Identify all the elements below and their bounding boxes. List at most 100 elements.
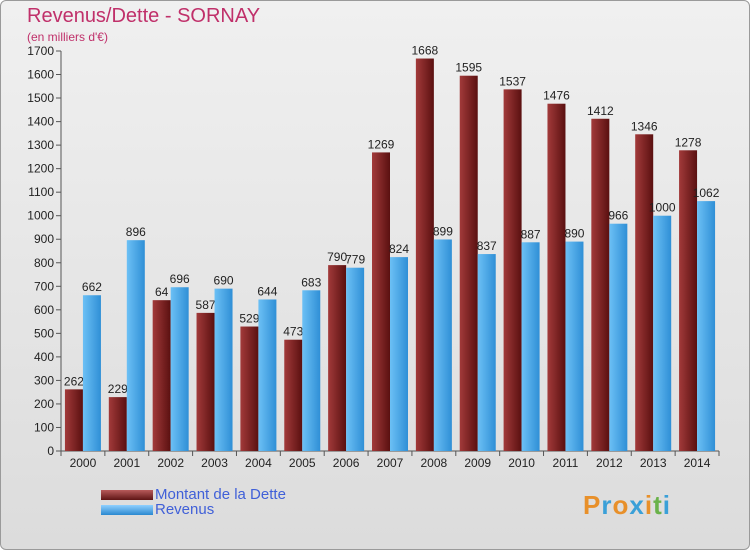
- bar-revenus: [170, 287, 189, 451]
- bar-dette: [547, 103, 566, 452]
- data-label: 1412: [587, 104, 614, 118]
- data-label: 1346: [631, 119, 658, 133]
- data-label: 824: [389, 242, 409, 256]
- x-tick-label: 2003: [201, 456, 228, 470]
- legend-swatch-revenus: [101, 505, 153, 515]
- y-tick-label: 300: [34, 373, 54, 387]
- data-label: 644: [257, 284, 277, 298]
- y-tick-label: 1300: [27, 138, 54, 152]
- data-label: 779: [345, 253, 365, 267]
- y-tick-label: 1400: [27, 115, 54, 129]
- chart-subtitle: (en milliers d'€): [27, 30, 108, 44]
- bar-dette: [679, 150, 698, 451]
- bar-revenus: [653, 215, 672, 451]
- x-tick-label: 2005: [289, 456, 316, 470]
- data-label: 1000: [649, 201, 676, 215]
- bar-revenus: [697, 201, 716, 451]
- bar-dette: [152, 300, 171, 451]
- bar-revenus: [521, 242, 540, 451]
- y-tick-label: 900: [34, 232, 54, 246]
- data-label: 683: [301, 275, 321, 289]
- logo-letter: x: [629, 490, 645, 520]
- data-label: 1595: [455, 61, 482, 75]
- logo-letter: r: [601, 490, 613, 520]
- bar-revenus: [565, 241, 584, 451]
- x-tick-label: 2014: [684, 456, 711, 470]
- y-tick-label: 1000: [27, 209, 54, 223]
- x-tick-label: 2000: [70, 456, 97, 470]
- data-label: 690: [214, 274, 234, 288]
- data-label: 262: [64, 374, 84, 388]
- data-label: 966: [608, 209, 628, 223]
- data-label: 1476: [543, 89, 570, 103]
- y-tick-label: 1100: [28, 185, 54, 199]
- y-tick-label: 1700: [27, 44, 54, 58]
- x-tick-label: 2007: [377, 456, 404, 470]
- data-label: 790: [327, 250, 347, 264]
- bar-revenus: [346, 267, 365, 451]
- bar-dette: [415, 58, 434, 451]
- x-tick-label: 2009: [464, 456, 491, 470]
- y-tick-label: 600: [34, 303, 54, 317]
- logo-letter: o: [612, 490, 630, 520]
- y-tick-label: 1200: [27, 162, 54, 176]
- data-label: 1537: [499, 74, 526, 88]
- data-label: 662: [82, 280, 102, 294]
- x-tick-label: 2008: [421, 456, 448, 470]
- x-tick-label: 2001: [113, 456, 140, 470]
- logo-letter: i: [644, 490, 654, 520]
- x-tick-label: 2011: [553, 456, 579, 470]
- y-tick-label: 800: [34, 256, 54, 270]
- bar-revenus: [302, 290, 321, 451]
- x-tick-label: 2006: [333, 456, 360, 470]
- data-label: 837: [477, 239, 497, 253]
- data-label: 64: [155, 285, 169, 299]
- bar-dette: [64, 389, 83, 451]
- bar-dette: [503, 89, 522, 452]
- bar-revenus: [390, 257, 408, 451]
- y-tick-label: 400: [34, 350, 54, 364]
- bar-revenus: [126, 240, 145, 451]
- data-label: 887: [521, 227, 541, 241]
- bar-revenus: [609, 223, 628, 451]
- y-tick-label: 1600: [27, 68, 54, 82]
- bar-revenus: [214, 288, 233, 451]
- logo-letter: P: [583, 490, 602, 520]
- legend-label-dette: Montant de la Dette: [155, 486, 286, 503]
- bar-revenus: [258, 299, 277, 451]
- data-label: 229: [108, 382, 128, 396]
- data-label: 473: [283, 325, 303, 339]
- y-tick-label: 0: [47, 444, 54, 458]
- logo-letter: t: [653, 490, 663, 520]
- legend-label-revenus: Revenus: [155, 501, 215, 518]
- bar-dette: [459, 75, 478, 452]
- bar-dette: [372, 152, 390, 452]
- data-label: 899: [433, 224, 453, 238]
- y-tick-label: 1500: [27, 91, 54, 105]
- x-tick-label: 2013: [640, 456, 667, 470]
- data-label: 890: [564, 227, 584, 241]
- x-tick-label: 2004: [245, 456, 272, 470]
- y-tick-label: 500: [34, 326, 54, 340]
- proxiti-logo: Proxiti: [583, 490, 671, 521]
- y-tick-label: 700: [34, 279, 54, 293]
- bar-revenus: [477, 254, 496, 451]
- data-label: 1269: [368, 137, 395, 151]
- bar-revenus: [433, 239, 452, 451]
- bar-dette: [635, 134, 654, 451]
- chart-title: Revenus/Dette - SORNAY: [27, 5, 261, 27]
- bar-dette: [591, 118, 610, 451]
- bar-dette: [108, 397, 127, 451]
- y-tick-label: 200: [34, 397, 54, 411]
- data-label: 1278: [675, 135, 702, 149]
- bar-dette: [240, 326, 259, 451]
- bar-revenus: [82, 295, 101, 451]
- bar-dette: [328, 265, 347, 451]
- logo-letter: i: [662, 490, 671, 520]
- data-label: 1062: [693, 186, 720, 200]
- data-label: 696: [170, 272, 190, 286]
- x-tick-label: 2010: [508, 456, 535, 470]
- legend-swatch-dette: [101, 490, 153, 500]
